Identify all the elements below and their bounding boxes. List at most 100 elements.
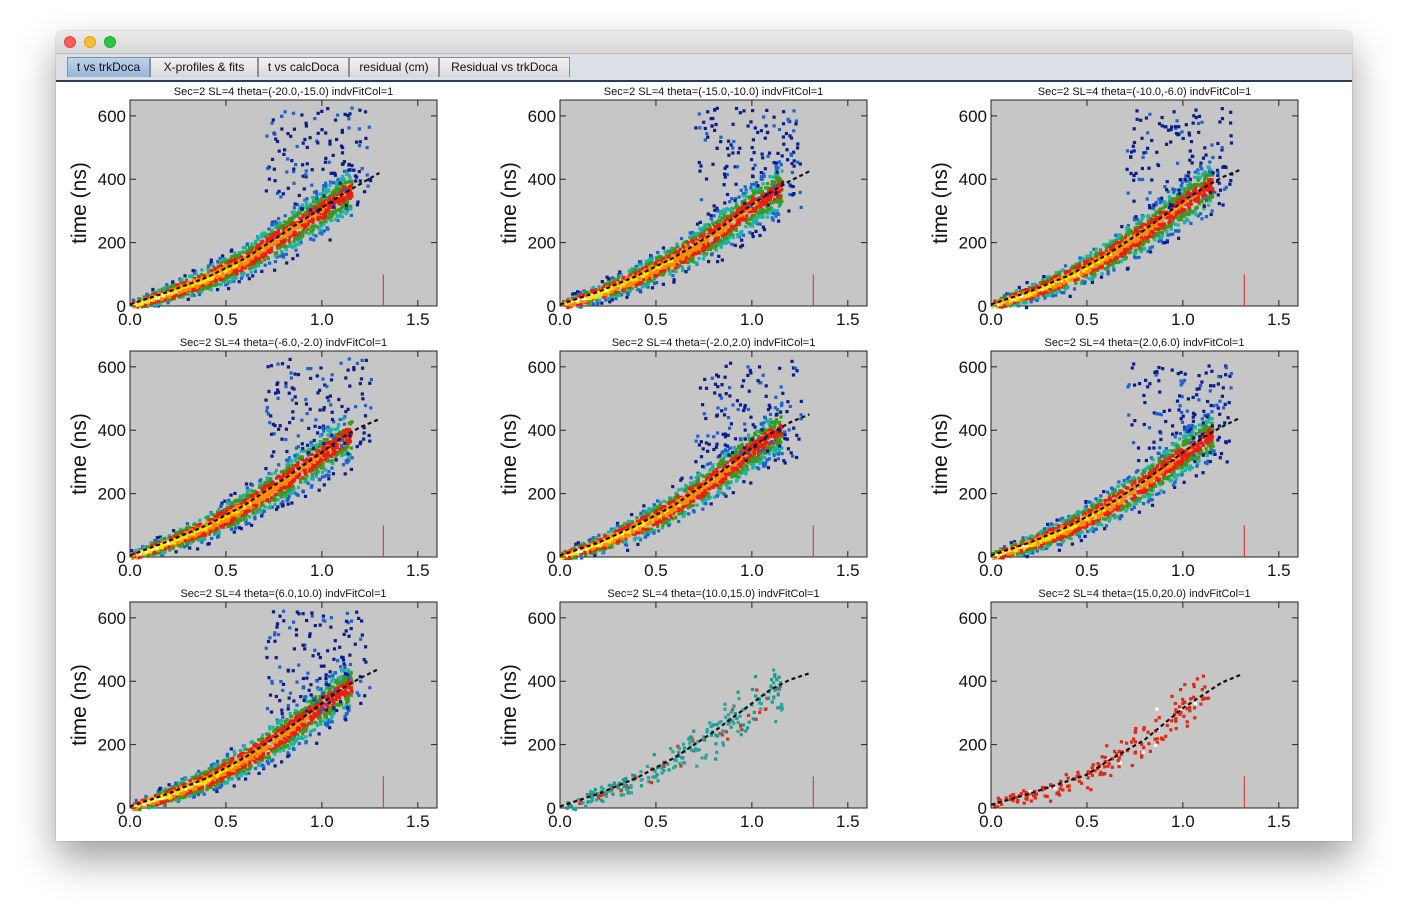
heatmap-cell	[306, 204, 310, 208]
heatmap-cell	[725, 146, 730, 151]
heatmap-cell	[718, 212, 722, 216]
heatmap-cell	[194, 272, 198, 276]
heatmap-cell	[1188, 177, 1192, 181]
heatmap-cell	[1067, 276, 1071, 280]
heatmap-cell	[1093, 253, 1097, 257]
heatmap-cell	[236, 254, 240, 258]
tab-residual-cm[interactable]: residual (cm)	[349, 57, 439, 77]
heatmap-cell	[289, 218, 293, 222]
heatmap-cell	[728, 200, 732, 204]
heatmap-cell	[322, 194, 326, 198]
heatmap-cell	[755, 202, 759, 206]
heatmap-cell	[688, 231, 692, 235]
heatmap-cell	[1024, 301, 1028, 305]
heatmap-cell	[1067, 269, 1071, 273]
heatmap-cell	[289, 134, 293, 138]
heatmap-cell	[260, 252, 264, 256]
heatmap-cell	[1201, 156, 1206, 160]
heatmap-cell	[1134, 171, 1138, 175]
heatmap-cell	[1090, 280, 1094, 284]
heatmap-cell	[1201, 187, 1205, 191]
zoom-window-button[interactable]	[104, 36, 116, 48]
chart-panel[interactable]: Sec=2 SL=4 theta=(-6.0,-2.0) indvFitCol=…	[68, 337, 438, 580]
tab-residual-vs-trkdoca[interactable]: Residual vs trkDoca	[439, 57, 570, 77]
heatmap-cell	[1170, 198, 1175, 203]
heatmap-cell	[740, 230, 744, 234]
heatmap-cell	[1125, 226, 1129, 230]
heatmap-cell	[748, 196, 752, 200]
heatmap-cell	[1024, 306, 1029, 310]
heatmap-cell	[284, 228, 288, 232]
heatmap-cell	[1173, 222, 1177, 226]
heatmap-cell	[225, 266, 229, 270]
heatmap-cell	[673, 251, 677, 255]
heatmap-cell	[277, 217, 281, 221]
plot-grid[interactable]: Sec=2 SL=4 theta=(-20.0,-15.0) indvFitCo…	[56, 82, 1352, 841]
close-window-button[interactable]	[64, 36, 76, 48]
heatmap-cell	[782, 110, 786, 114]
heatmap-cell	[302, 223, 306, 227]
heatmap-cell	[694, 126, 698, 130]
heatmap-cell	[326, 227, 330, 231]
heatmap-cell	[1017, 285, 1021, 290]
plot-canvas-area[interactable]: Sec=2 SL=4 theta=(-20.0,-15.0) indvFitCo…	[56, 82, 1352, 841]
heatmap-cell	[151, 287, 155, 292]
heatmap-cell	[765, 108, 769, 112]
heatmap-cell	[770, 180, 774, 184]
heatmap-cell	[300, 113, 304, 117]
chart-panel[interactable]: Sec=2 SL=4 theta=(-15.0,-10.0) indvFitCo…	[498, 86, 868, 329]
heatmap-cell	[1129, 155, 1133, 159]
heatmap-cell	[1126, 233, 1130, 237]
heatmap-cell	[703, 138, 707, 142]
heatmap-cell	[627, 269, 631, 273]
heatmap-cell	[346, 113, 350, 118]
heatmap-cell	[727, 139, 731, 143]
x-tick-label: 1.5	[406, 310, 430, 329]
minimize-window-button[interactable]	[84, 36, 96, 48]
heatmap-cell	[1165, 142, 1169, 146]
heatmap-cell	[315, 225, 319, 229]
heatmap-cell	[188, 287, 192, 291]
heatmap-cell	[761, 156, 765, 160]
heatmap-cell	[296, 211, 300, 215]
heatmap-cell	[794, 119, 798, 123]
chart-panel[interactable]: Sec=2 SL=4 theta=(-10.0,-6.0) indvFitCol…	[929, 86, 1299, 329]
heatmap-cell	[1112, 268, 1116, 272]
heatmap-cell	[698, 220, 702, 224]
heatmap-cell	[257, 260, 261, 264]
heatmap-cell	[253, 249, 258, 253]
heatmap-cell	[249, 256, 253, 260]
heatmap-cell	[321, 207, 325, 211]
heatmap-cell	[329, 215, 333, 219]
heatmap-cell	[284, 248, 288, 252]
heatmap-cell	[1050, 290, 1054, 294]
heatmap-cell	[249, 270, 253, 274]
tab-t-vs-trkdoca[interactable]: t vs trkDoca	[67, 57, 150, 77]
heatmap-cell	[189, 285, 194, 290]
heatmap-cell	[1114, 259, 1119, 264]
heatmap-cell	[222, 257, 226, 261]
heatmap-cell	[214, 282, 219, 286]
heatmap-cell	[702, 253, 706, 257]
tab-x-profiles-fits[interactable]: X-profiles & fits	[150, 57, 258, 77]
heatmap-cell	[762, 174, 766, 179]
heatmap-cell	[193, 287, 198, 291]
heatmap-cell	[706, 135, 710, 139]
heatmap-cell	[790, 170, 794, 175]
tab-t-vs-calcdoca[interactable]: t vs calcDoca	[258, 57, 349, 77]
heatmap-cell	[768, 175, 772, 179]
heatmap-cell	[216, 265, 221, 269]
heatmap-cell	[292, 215, 296, 219]
heatmap-cell	[614, 297, 618, 301]
y-tick-label: 600	[959, 107, 987, 126]
chart-panel[interactable]: Sec=2 SL=4 theta=(-20.0,-15.0) indvFitCo…	[68, 86, 438, 329]
y-tick-label: 400	[959, 170, 987, 189]
heatmap-cell	[311, 233, 315, 237]
heatmap-cell	[186, 292, 190, 296]
heatmap-cell	[1054, 293, 1058, 297]
heatmap-cell	[794, 122, 798, 126]
heatmap-cell	[741, 218, 745, 222]
heatmap-cell	[702, 243, 706, 247]
heatmap-cell	[673, 266, 677, 270]
heatmap-cell	[600, 280, 604, 284]
